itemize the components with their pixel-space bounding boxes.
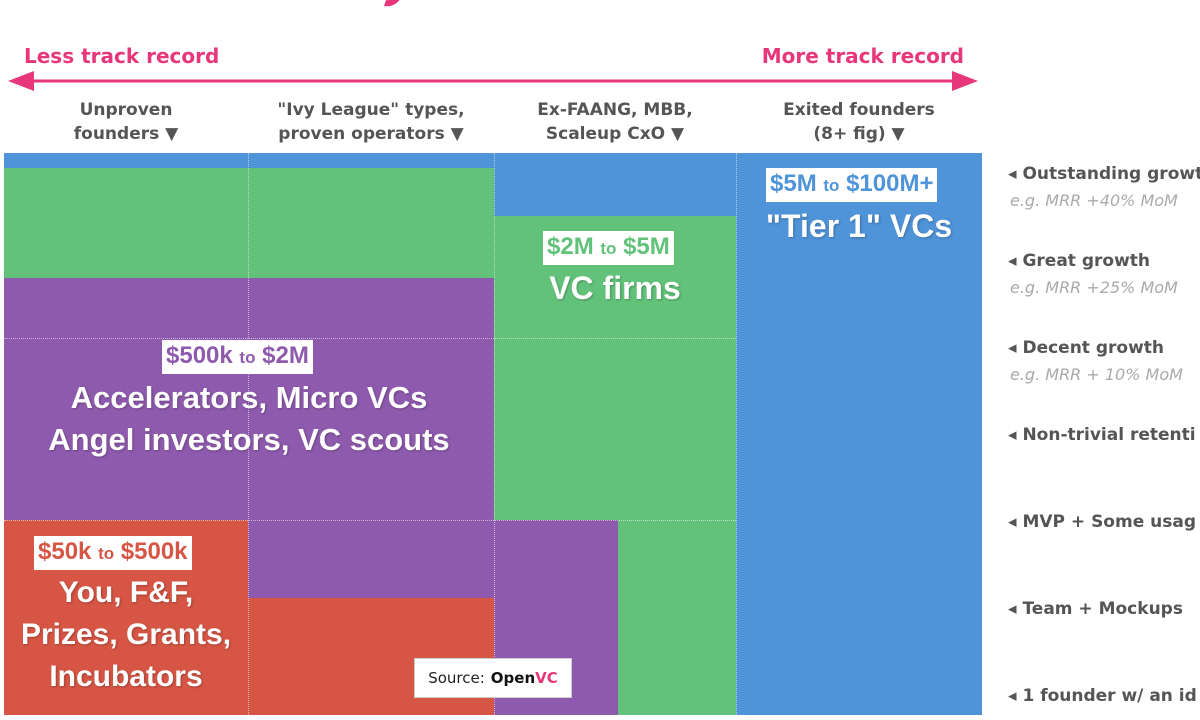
stage-label: ◂ Non-trivial retenti (1008, 424, 1196, 446)
stage-example: e.g. MRR + 10% MoM (1010, 364, 1183, 386)
stage-example: e.g. MRR +25% MoM (1010, 277, 1178, 299)
friends-family-title: You, F&F, Prizes, Grants, Incubators (4, 572, 248, 698)
vc-firms-range-badge: $2M to $5M (543, 231, 674, 265)
tier1-title: "Tier 1" VCs (736, 206, 982, 246)
grid-divider (4, 520, 736, 521)
stage-label: ◂ Outstanding growt (1008, 163, 1200, 185)
source-prefix: Source: (428, 669, 485, 687)
stage-label: ◂ Team + Mockups (1008, 598, 1183, 620)
accelerators-title: Accelerators, Micro VCs Angel investors,… (4, 377, 494, 461)
stage-label: ◂ 1 founder w/ an id (1008, 685, 1197, 707)
grid-divider (494, 153, 495, 715)
stage-example: e.g. MRR +40% MoM (1010, 190, 1178, 212)
friends-family-range-badge: $50k to $500k (34, 536, 192, 570)
stage-label: ◂ Decent growth (1008, 337, 1164, 359)
tier1-range-badge: $5M to $100M+ (766, 168, 937, 202)
source-credit: Source: OpenVC (414, 658, 572, 698)
accelerators-range-badge: $500k to $2M (162, 340, 313, 374)
stage-label: ◂ Great growth (1008, 250, 1150, 272)
openvc-logo: OpenVC (491, 669, 558, 687)
vc-firms-block-upper (4, 168, 494, 278)
grid-divider (4, 338, 736, 339)
vc-firms-title: VC firms (494, 268, 736, 308)
stage-label: ◂ MVP + Some usag (1008, 511, 1196, 533)
